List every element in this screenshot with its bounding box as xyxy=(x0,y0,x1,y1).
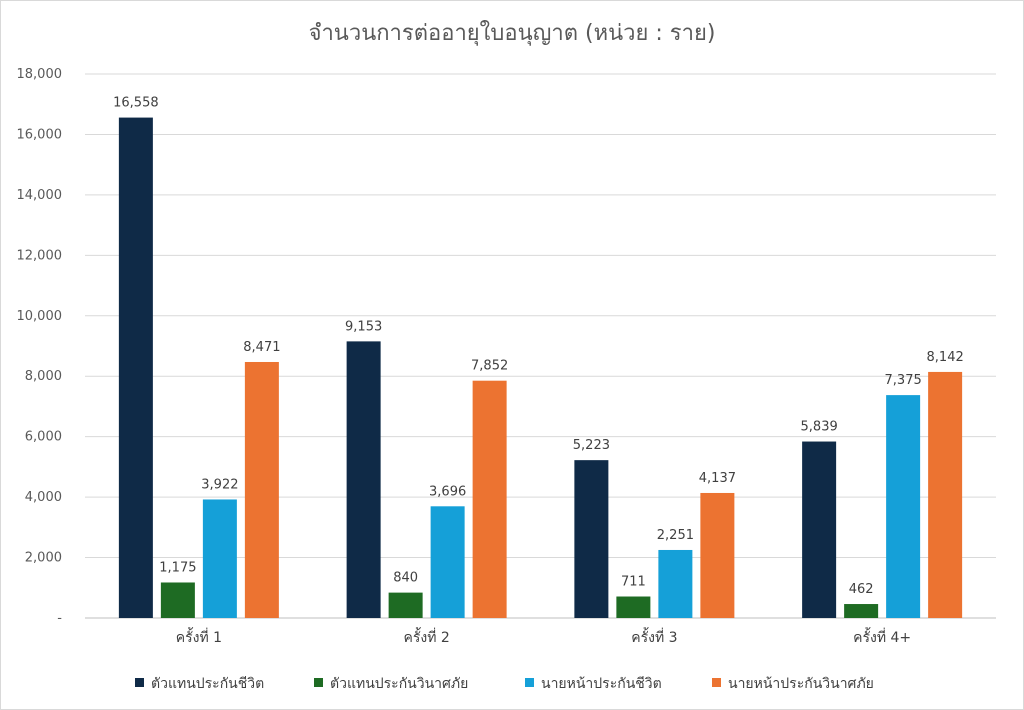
legend-swatch xyxy=(712,678,721,687)
data-label: 4,137 xyxy=(699,471,736,486)
bar xyxy=(118,117,153,618)
y-tick-label: 2,000 xyxy=(25,551,62,566)
data-label: 5,223 xyxy=(573,438,610,453)
data-label: 2,251 xyxy=(657,528,694,543)
bar xyxy=(472,380,507,618)
legend-label: นายหน้าประกันชีวิต xyxy=(541,676,662,692)
data-label: 462 xyxy=(849,582,874,597)
bar xyxy=(388,592,423,618)
y-tick-label: 6,000 xyxy=(25,430,62,445)
legend-swatch xyxy=(135,678,144,687)
x-category-label: ครั้งที่ 2 xyxy=(403,627,449,646)
legend-label: ตัวแทนประกันวินาศภัย xyxy=(330,676,468,692)
bar xyxy=(658,549,693,618)
bar xyxy=(202,499,237,618)
bar xyxy=(844,604,879,618)
legend-label: ตัวแทนประกันชีวิต xyxy=(151,676,264,692)
data-label: 8,142 xyxy=(927,350,964,365)
y-tick-label: 10,000 xyxy=(17,309,63,324)
data-label: 840 xyxy=(393,571,418,586)
x-category-label: ครั้งที่ 3 xyxy=(631,627,677,646)
data-label: 3,922 xyxy=(201,477,238,492)
x-category-label: ครั้งที่ 1 xyxy=(176,627,222,646)
legend-label: นายหน้าประกันวินาศภัย xyxy=(728,676,874,692)
bar xyxy=(886,395,921,618)
bar xyxy=(616,596,651,618)
bar xyxy=(802,441,837,618)
legend-swatch xyxy=(314,678,323,687)
data-label: 9,153 xyxy=(345,319,382,334)
data-label: 1,175 xyxy=(159,560,196,575)
bar xyxy=(244,361,279,618)
bar xyxy=(430,506,465,618)
bar xyxy=(574,460,609,618)
y-tick-label: - xyxy=(57,611,62,626)
data-label: 16,558 xyxy=(113,96,159,111)
data-label: 5,839 xyxy=(801,420,838,435)
bar xyxy=(700,492,735,618)
data-label: 8,471 xyxy=(243,340,280,355)
y-tick-label: 18,000 xyxy=(17,67,63,82)
y-tick-label: 4,000 xyxy=(25,490,62,505)
bar xyxy=(346,341,381,618)
legend-swatch xyxy=(525,678,534,687)
y-tick-label: 16,000 xyxy=(17,127,63,142)
data-label: 7,375 xyxy=(885,373,922,388)
y-tick-label: 14,000 xyxy=(17,188,63,203)
y-tick-label: 8,000 xyxy=(25,369,62,384)
x-category-label: ครั้งที่ 4+ xyxy=(853,627,911,646)
y-tick-label: 12,000 xyxy=(17,248,63,263)
bar xyxy=(928,371,963,618)
data-label: 7,852 xyxy=(471,359,508,374)
chart-title: จำนวนการต่ออายุใบอนุญาต (หน่วย : ราย) xyxy=(309,20,716,46)
data-label: 711 xyxy=(621,575,646,590)
bar xyxy=(160,582,195,618)
data-label: 3,696 xyxy=(429,484,466,499)
